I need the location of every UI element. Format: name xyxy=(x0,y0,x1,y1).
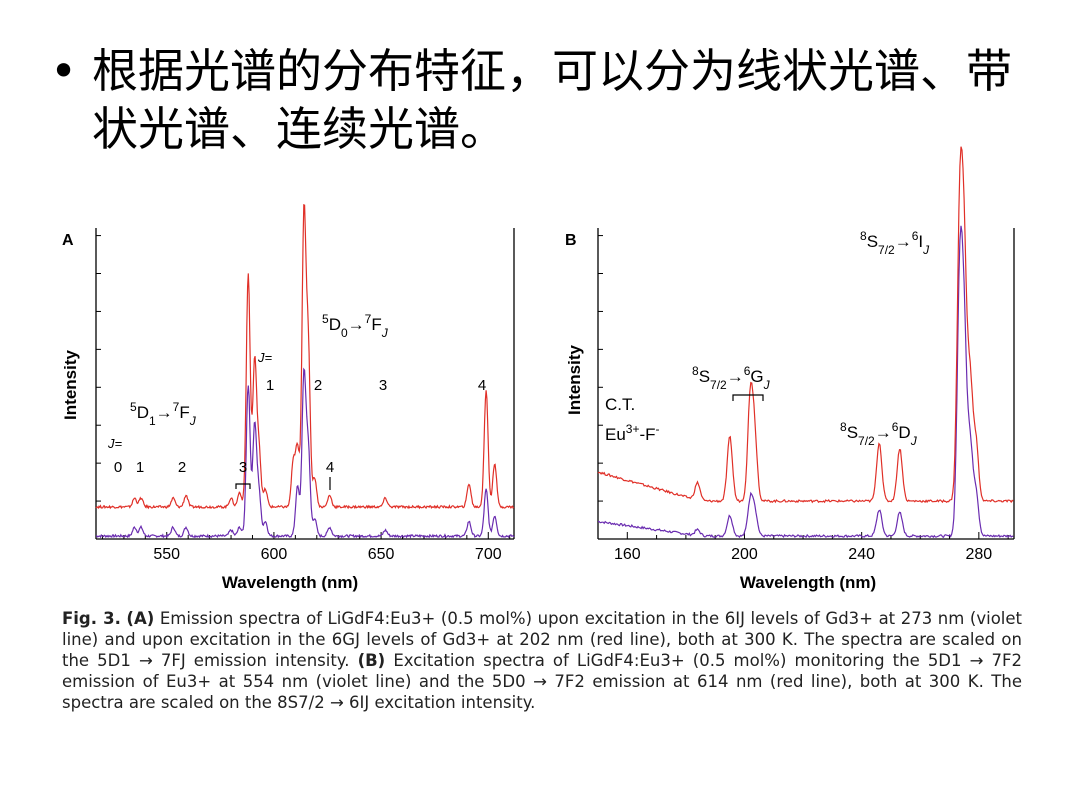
j-label: 3 xyxy=(239,459,247,476)
panel-b-ticks: 160 200 240 280 xyxy=(597,532,1009,563)
panel-a-jeq-1: J= xyxy=(107,436,123,451)
panel-a-ylabel: Intensity xyxy=(61,350,80,420)
figure-caption: Fig. 3. (A) Emission spectra of LiGdF4:E… xyxy=(62,608,1022,713)
panel-a-j-labels-2: 1 2 3 4 xyxy=(266,377,486,394)
x-tick-label: 240 xyxy=(848,546,875,563)
panel-b-letter: B xyxy=(565,232,577,249)
j-label: 4 xyxy=(478,377,486,394)
panel-b-ylabel: Intensity xyxy=(565,345,584,415)
panel-a-axes xyxy=(95,228,515,540)
j-label: 1 xyxy=(266,377,274,394)
x-tick-label: 650 xyxy=(368,546,395,563)
x-tick-label: 700 xyxy=(475,546,502,563)
caption-a: (A) xyxy=(126,609,155,628)
bullet-marker: • xyxy=(50,44,78,98)
j-label: 1 xyxy=(136,459,144,476)
panel-b-eu-label: Eu3+-F- xyxy=(605,422,660,444)
panel-b-d-transition: 8S7/2→6DJ xyxy=(840,420,918,448)
panel-b-series xyxy=(597,146,1014,539)
series-line-red xyxy=(597,146,1014,504)
series-line-violet xyxy=(598,225,1014,539)
j-label: 2 xyxy=(314,377,322,394)
panel-b-xlabel: Wavelength (nm) xyxy=(740,573,876,592)
series-line-violet xyxy=(95,367,515,539)
j-label: 2 xyxy=(178,459,186,476)
x-tick-label: 280 xyxy=(965,546,992,563)
panel-a-xlabel: Wavelength (nm) xyxy=(222,573,358,592)
caption-part-b: Excitation spectra of LiGdF4:Eu3+ (0.5 m… xyxy=(62,651,1023,712)
panel-a-letter: A xyxy=(62,232,74,249)
panel-b-i-transition: 8S7/2→6IJ xyxy=(860,229,930,257)
j-label: 0 xyxy=(114,459,122,476)
panel-b-g-bracket xyxy=(732,394,764,401)
panel-a-j3-bracket xyxy=(235,483,251,489)
panel-b-g-transition: 8S7/2→6GJ xyxy=(692,364,771,392)
j-label: 4 xyxy=(326,459,334,476)
x-tick-label: 200 xyxy=(731,546,758,563)
panel-a-jeq-2: J= xyxy=(257,350,273,365)
x-tick-label: 160 xyxy=(614,546,641,563)
j-label: 3 xyxy=(379,377,387,394)
panel-a-transition-1: 5D1→7FJ xyxy=(130,400,197,428)
panel-a-ticks: 550 600 650 700 xyxy=(101,532,511,563)
panel-a-transition-2: 5D0→7FJ xyxy=(322,312,389,340)
series-line-red xyxy=(95,204,515,510)
panel-a-series xyxy=(95,204,515,539)
caption-part-a: Emission spectra of LiGdF4:Eu3+ (0.5 mol… xyxy=(62,609,1022,670)
caption-b: (B) xyxy=(357,651,386,670)
x-tick-label: 550 xyxy=(153,546,180,563)
x-tick-label: 600 xyxy=(261,546,288,563)
caption-fig: Fig. 3. xyxy=(62,609,121,628)
bullet-text: 根据光谱的分布特征，可以分为线状光谱、带状光谱、连续光谱。 xyxy=(92,44,1012,156)
bullet-item: • 根据光谱的分布特征，可以分为线状光谱、带状光谱、连续光谱。 xyxy=(50,42,1050,158)
panel-b-axes xyxy=(597,228,1015,540)
panel-b-ct-label: C.T. xyxy=(605,395,635,414)
